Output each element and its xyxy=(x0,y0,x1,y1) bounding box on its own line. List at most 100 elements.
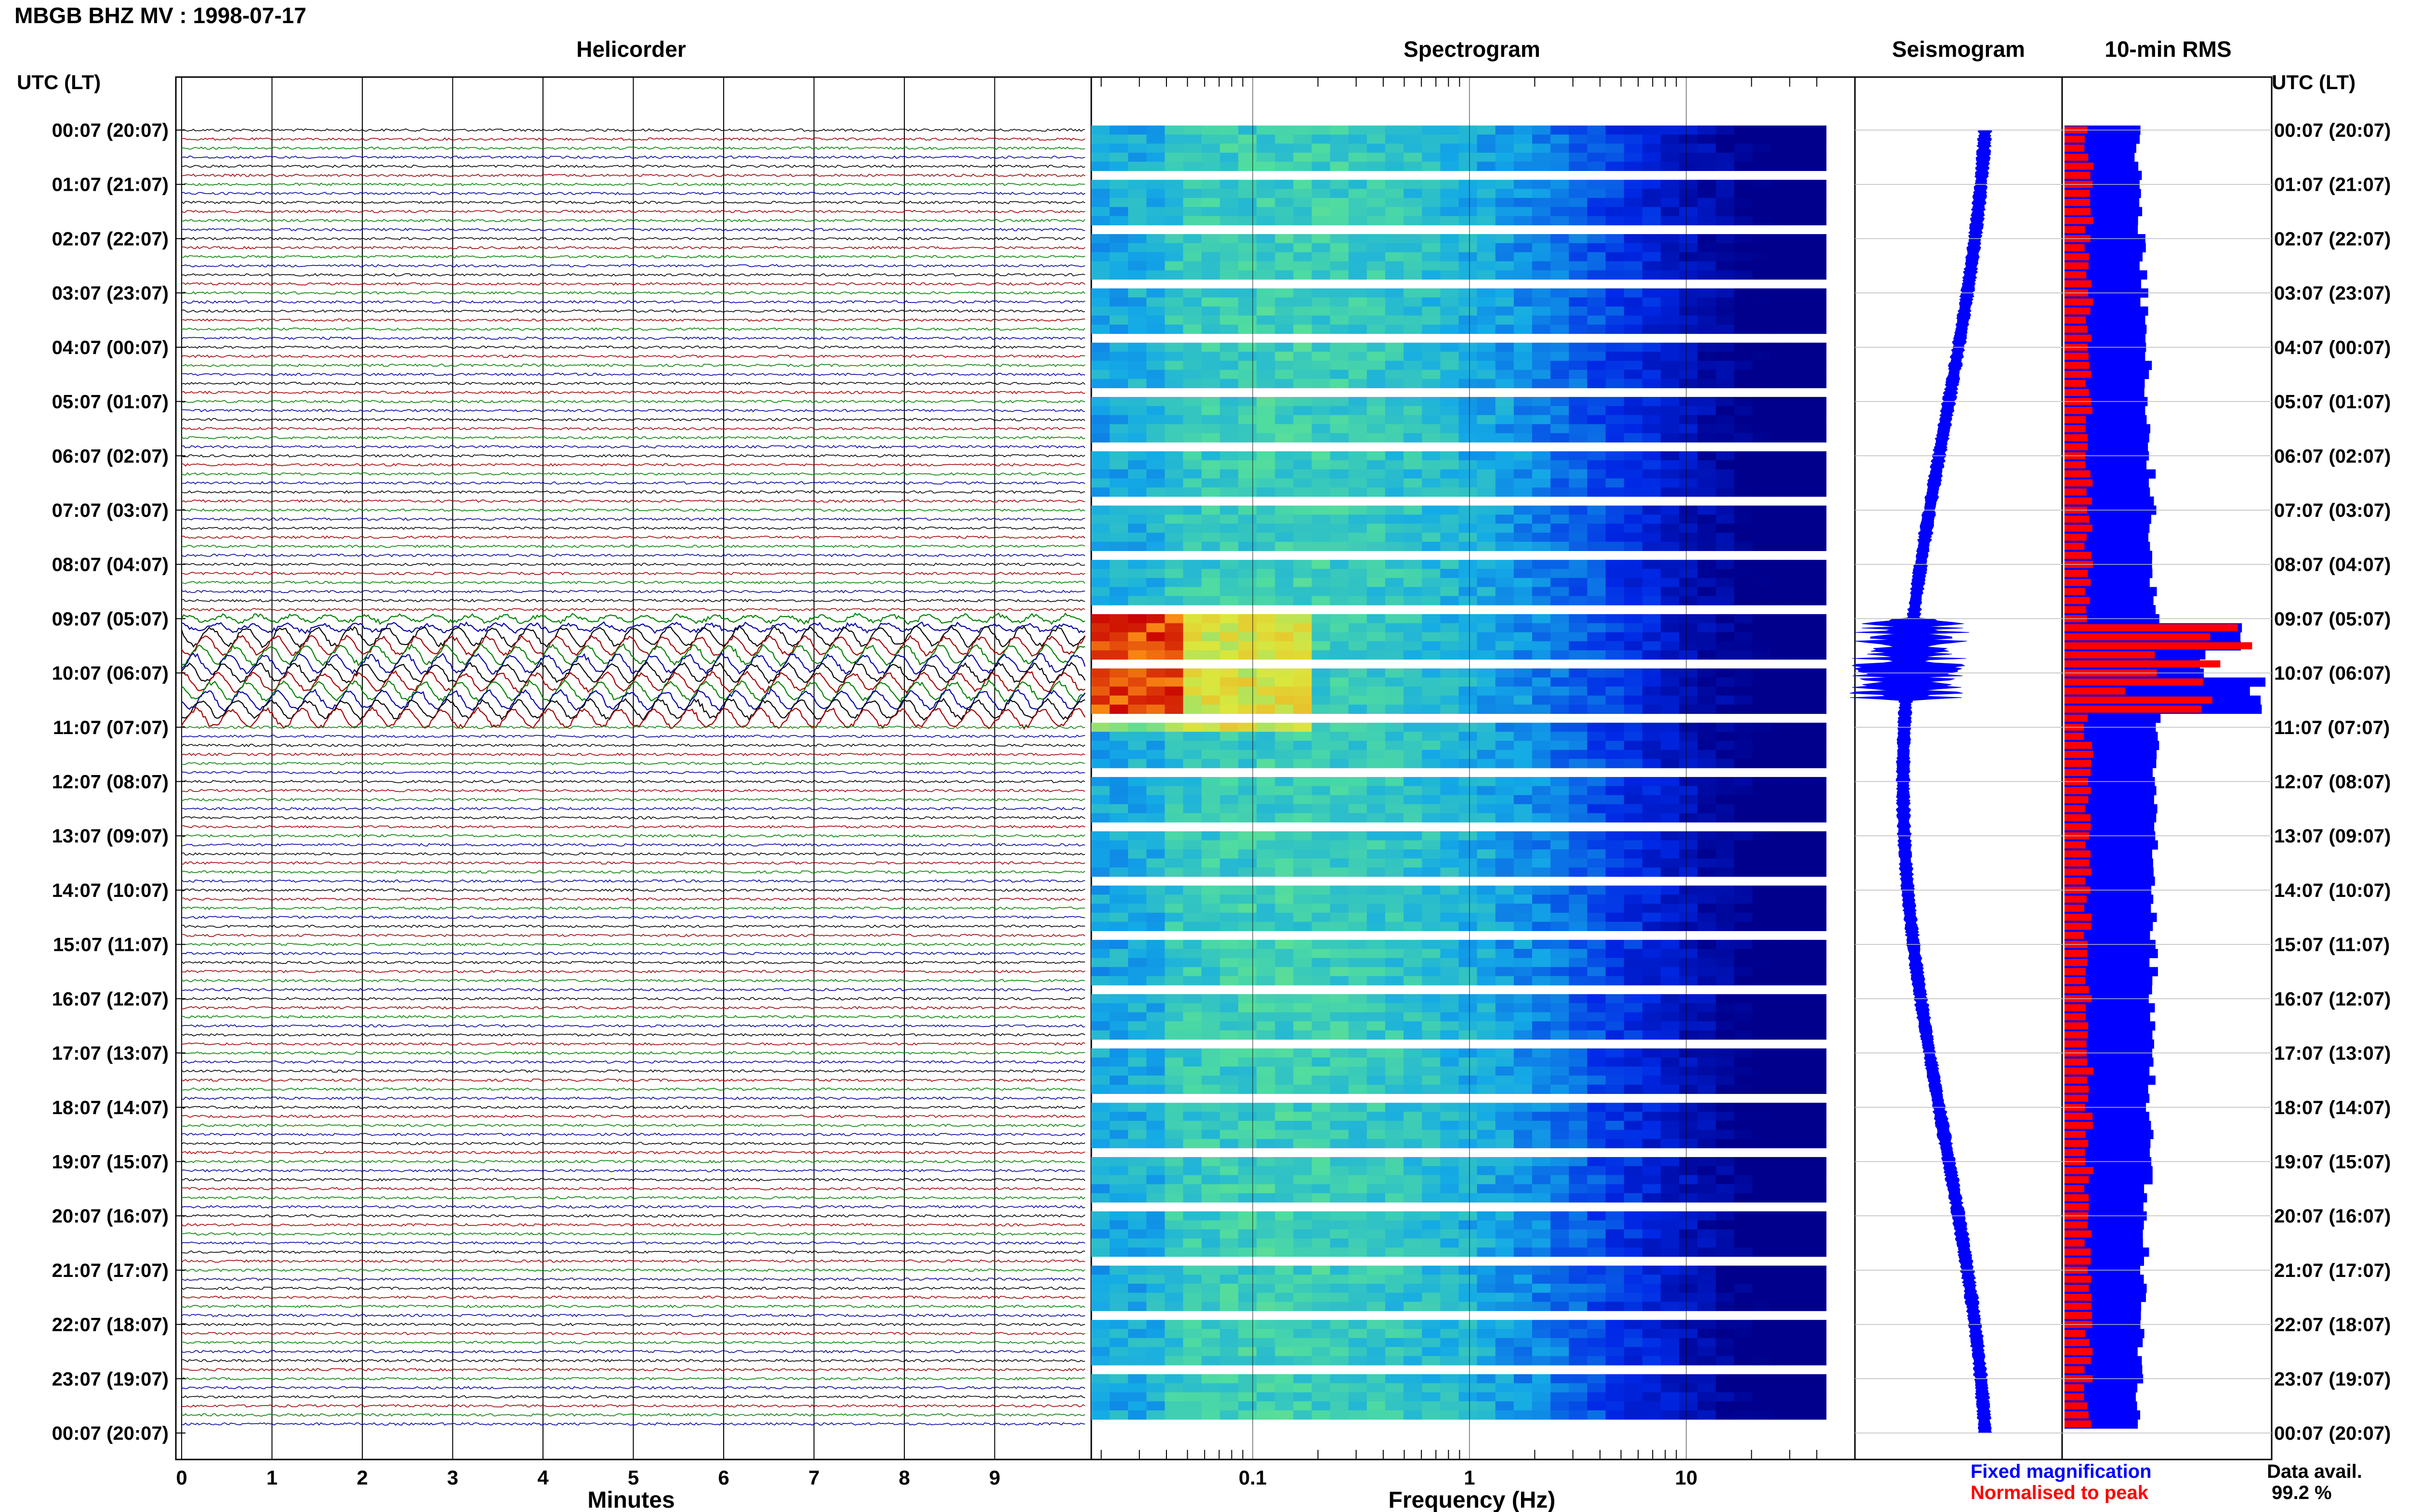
spectrogram-cell xyxy=(1495,541,1514,551)
spectrogram-cell xyxy=(1532,1292,1551,1302)
spectrogram-cell xyxy=(1257,1021,1275,1031)
spectrogram-cell xyxy=(1311,749,1331,760)
spectrogram-cell xyxy=(1275,1112,1294,1121)
spectrogram-cell xyxy=(1440,487,1459,497)
spectrogram-cell xyxy=(1238,786,1257,796)
spectrogram-cell xyxy=(1403,596,1422,605)
helicorder-trace xyxy=(181,192,1085,196)
spectrogram-cell xyxy=(1495,1329,1514,1339)
spectrogram-cell xyxy=(1495,858,1514,868)
spectrogram-cell xyxy=(1550,524,1569,533)
spectrogram-cell xyxy=(1495,424,1514,434)
helicorder-trace xyxy=(181,951,1085,956)
spectrogram-cell xyxy=(1422,1383,1441,1393)
spectrogram-cell xyxy=(1403,1139,1422,1148)
spectrogram-cell xyxy=(1477,207,1496,216)
spectrogram-cell xyxy=(1771,858,1790,868)
spectrogram-cell xyxy=(1458,1084,1478,1094)
spectrogram-cell xyxy=(1550,949,1569,959)
spectrogram-cell xyxy=(1348,578,1367,588)
spectrogram-cell xyxy=(1110,216,1128,225)
spectrogram-cell xyxy=(1642,1130,1661,1139)
spectrogram-cell xyxy=(1165,1166,1184,1176)
spectrogram-cell xyxy=(1183,831,1202,841)
spectrogram-cell xyxy=(1091,1076,1110,1085)
spectrogram-cell xyxy=(1110,677,1128,687)
spectrogram-cell xyxy=(1183,234,1202,244)
spectrogram-cell xyxy=(1495,623,1514,633)
spectrogram-cell xyxy=(1330,994,1349,1004)
spectrogram-cell xyxy=(1422,786,1441,796)
spectrogram-cell xyxy=(1458,487,1478,497)
spectrogram-cell xyxy=(1752,324,1772,334)
spectrogram-cell xyxy=(1330,153,1349,162)
spectrogram-cell xyxy=(1257,352,1275,361)
spectrogram-cell xyxy=(1366,379,1386,388)
spectrogram-cell xyxy=(1165,451,1184,461)
spectrogram-cell xyxy=(1165,316,1184,325)
spectrogram-cell xyxy=(1771,1383,1790,1393)
spectrogram-cell xyxy=(1771,921,1790,931)
helicorder-trace xyxy=(181,1386,1085,1390)
spectrogram-cell xyxy=(1495,596,1514,605)
spectrogram-cell xyxy=(1146,858,1165,868)
spectrogram-cell xyxy=(1624,478,1643,488)
spectrogram-cell xyxy=(1660,189,1680,198)
spectrogram-cell xyxy=(1275,804,1294,814)
spectrogram-cell xyxy=(1385,650,1404,660)
spectrogram-cell xyxy=(1477,940,1496,949)
spectrogram-cell xyxy=(1146,885,1165,895)
spectrogram-cell xyxy=(1550,306,1569,316)
spectrogram-cell xyxy=(1624,134,1643,144)
spectrogram-cell xyxy=(1660,1302,1680,1311)
spectrogram-cell xyxy=(1624,1066,1643,1076)
spectrogram-cell xyxy=(1146,1103,1165,1112)
spectrogram-cell xyxy=(1348,451,1367,461)
spectrogram-cell xyxy=(1660,1157,1680,1167)
spectrogram-cell xyxy=(1366,514,1386,524)
spectrogram-cell xyxy=(1110,967,1128,976)
spectrogram-cell xyxy=(1458,207,1478,216)
spectrogram-cell xyxy=(1477,1392,1496,1402)
spectrogram-cell xyxy=(1752,921,1772,931)
spectrogram-cell xyxy=(1275,1076,1294,1085)
spectrogram-cell xyxy=(1716,1275,1735,1284)
spectrogram-cell xyxy=(1201,732,1220,741)
spectrogram-cell xyxy=(1771,777,1790,787)
spectrogram-cell xyxy=(1624,487,1643,497)
spectrogram-cell xyxy=(1201,578,1220,588)
spectrogram-cell xyxy=(1091,144,1110,153)
spectrogram-cell xyxy=(1771,795,1790,804)
spectrogram-cell xyxy=(1110,478,1128,488)
spectrogram-cell xyxy=(1110,777,1128,787)
spectrogram-cell xyxy=(1642,487,1661,497)
spectrogram-cell xyxy=(1385,868,1404,877)
spectrogram-cell xyxy=(1146,1329,1165,1339)
spectrogram-cell xyxy=(1110,1175,1128,1184)
spectrogram-cell xyxy=(1642,1048,1661,1058)
spectrogram-cell xyxy=(1238,949,1257,959)
spectrogram-cell xyxy=(1110,840,1128,850)
spectrogram-cell xyxy=(1734,161,1753,171)
spectrogram-cell xyxy=(1605,1139,1625,1148)
spectrogram-cell xyxy=(1789,777,1808,787)
spectrogram-cell xyxy=(1752,696,1772,705)
spectrogram-cell xyxy=(1110,749,1128,760)
spectrogram-cell xyxy=(1311,297,1331,307)
spectrogram-cell xyxy=(1422,180,1441,189)
spectrogram-cell xyxy=(1697,234,1716,244)
spectrogram-cell xyxy=(1495,1130,1514,1139)
spectrogram-cell xyxy=(1385,397,1404,407)
spectrogram-cell xyxy=(1422,1220,1441,1230)
spectrogram-cell xyxy=(1293,704,1312,714)
helicorder-trace xyxy=(181,1060,1085,1064)
spectrogram-cell xyxy=(1146,804,1165,814)
spectrogram-cell xyxy=(1789,1292,1808,1302)
spectrogram-cell xyxy=(1385,1003,1404,1012)
spectrogram-cell xyxy=(1642,252,1661,262)
spectrogram-cell xyxy=(1697,342,1716,352)
spectrogram-cell xyxy=(1146,1211,1165,1221)
spectrogram-cell xyxy=(1550,1211,1569,1221)
spectrogram-cell xyxy=(1550,696,1569,705)
helicorder-trace xyxy=(181,1132,1085,1136)
